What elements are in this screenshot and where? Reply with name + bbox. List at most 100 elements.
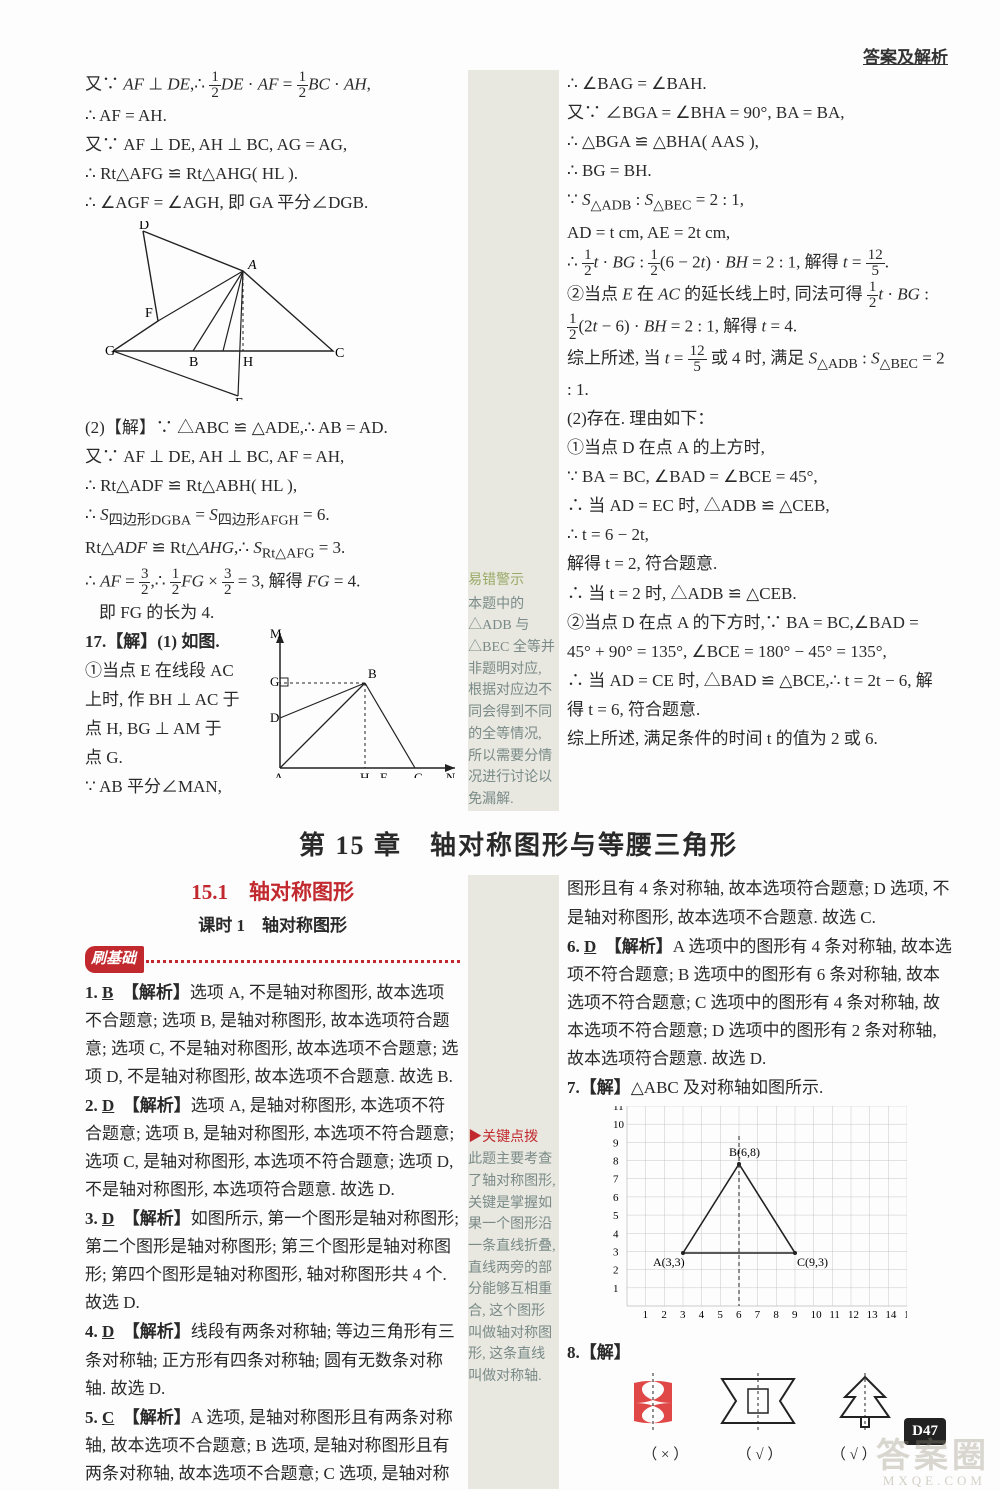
- line: ∴ 12t · BG : 12(6 − 2t) · BH = 2 : 1, 解得…: [567, 248, 952, 279]
- line: ②当点 D 在点 A 的下方时,∵ BA = BC,∠BAD =: [567, 609, 952, 637]
- q17-block: M N G D B A H E C: [85, 628, 460, 802]
- line: (2)【解】∵ △ABC ≌ △ADE,∴ AB = AD.: [85, 414, 460, 442]
- watermark-small: MXQE.COM: [883, 1470, 986, 1491]
- svg-text:8: 8: [613, 1155, 619, 1167]
- q4: 4. D 【解析】线段有两条对称轴; 等边三角形有三条对称轴; 正方形有四条对称…: [85, 1318, 460, 1402]
- svg-text:C: C: [414, 770, 423, 778]
- svg-text:A: A: [274, 770, 284, 778]
- svg-text:10: 10: [811, 1309, 823, 1321]
- section-title: 15.1 轴对称图形: [85, 875, 460, 910]
- bottom-note-col: ▶关键点拨 此题主要考查了轴对称图形, 关键是掌握如果一个图形沿一条直线折叠, …: [468, 875, 559, 1488]
- shape-s-icon: [624, 1373, 682, 1440]
- line: (2)存在. 理由如下：: [567, 405, 952, 433]
- header-label: 答案及解析: [863, 44, 948, 72]
- top-left-col: 又∵ AF ⊥ DE,∴ 12DE · AF = 12BC · AH, ∴ AF…: [85, 70, 460, 811]
- line: Rt△ADF ≌ Rt△AHG,∴ SRt△AFG = 3.: [85, 534, 460, 566]
- line: ∵ S△ADB : S△BEC = 2 : 1,: [567, 186, 952, 218]
- line: 又∵ AF ⊥ DE, AH ⊥ BC, AF = AH,: [85, 443, 460, 471]
- q3: 3. D 【解析】如图所示, 第一个图形是轴对称图形; 第二个图形是轴对称图形;…: [85, 1205, 460, 1317]
- line: ∴ 当 t = 2 时, △ADB ≌ △CEB.: [567, 580, 952, 608]
- q8: 8.【解】: [567, 1339, 952, 1367]
- line: 又∵ ∠BGA = ∠BHA = 90°, BA = BA,: [567, 99, 952, 127]
- q6: 6. D 【解析】A 选项中的图形有 4 条对称轴, 故本选项不符合题意; B …: [567, 933, 952, 1073]
- svg-text:C(9,3): C(9,3): [797, 1255, 828, 1269]
- svg-text:9: 9: [613, 1137, 619, 1149]
- top-columns: 又∵ AF ⊥ DE,∴ 12DE · AF = 12BC · AH, ∴ AF…: [85, 70, 952, 811]
- chapter-title: 第 15 章 轴对称图形与等腰三角形: [85, 825, 952, 868]
- note-body: 此题主要考查了轴对称图形, 关键是掌握如果一个图形沿一条直线折叠, 直线两旁的部…: [468, 1149, 559, 1388]
- svg-text:B: B: [189, 355, 198, 370]
- line: 即 FG 的长为 4.: [85, 599, 460, 627]
- svg-text:12: 12: [848, 1309, 859, 1321]
- svg-text:E: E: [235, 396, 244, 401]
- bottom-columns: 15.1 轴对称图形 课时 1 轴对称图形 刷基础 1. B 【解析】选项 A,…: [85, 875, 952, 1488]
- svg-text:A(3,3): A(3,3): [653, 1255, 685, 1269]
- line: 综上所述, 满足条件的时间 t 的值为 2 或 6.: [567, 725, 952, 753]
- basics-header: 刷基础: [85, 946, 460, 973]
- svg-text:7: 7: [755, 1309, 761, 1321]
- line: ∴ AF = AH.: [85, 102, 460, 130]
- line: ∴ Rt△ADF ≌ Rt△ABH( HL ),: [85, 472, 460, 500]
- svg-text:11: 11: [829, 1309, 840, 1321]
- svg-text:D: D: [139, 221, 149, 233]
- svg-text:6: 6: [613, 1192, 619, 1204]
- line: 12(2t − 6) · BH = 2 : 1, 解得 t = 4.: [567, 312, 952, 343]
- line: 45° + 90° = 135°, ∠BCE = 180° − 45° = 13…: [567, 638, 952, 666]
- svg-text:M: M: [270, 628, 282, 641]
- svg-text:H: H: [243, 355, 253, 370]
- line: 解得 t = 2, 符合题意.: [567, 550, 952, 578]
- dots-icon: [146, 960, 460, 966]
- shape-banner-icon: [718, 1373, 798, 1440]
- q8-ans-x: （ × ）: [620, 1443, 710, 1468]
- svg-text:1: 1: [613, 1283, 619, 1295]
- svg-text:G: G: [105, 344, 115, 359]
- svg-text:5: 5: [613, 1210, 619, 1222]
- line: ∴ t = 6 − 2t,: [567, 521, 952, 549]
- q1: 1. B 【解析】选项 A, 不是轴对称图形, 故本选项不合题意; 选项 B, …: [85, 979, 460, 1091]
- svg-text:2: 2: [613, 1264, 619, 1276]
- svg-text:3: 3: [680, 1309, 686, 1321]
- top-right-col: ∴ ∠BAG = ∠BAH. 又∵ ∠BGA = ∠BHA = 90°, BA …: [567, 70, 952, 811]
- svg-text:B(6,8): B(6,8): [729, 1145, 760, 1159]
- svg-text:1: 1: [643, 1309, 649, 1321]
- svg-text:6: 6: [736, 1309, 742, 1321]
- line: AD = t cm, AE = 2t cm,: [567, 219, 952, 247]
- line: 综上所述, 当 t = 125 或 4 时, 满足 S△ADB : S△BEC …: [567, 344, 952, 404]
- line: ①当点 D 在点 A 的上方时,: [567, 434, 952, 462]
- bottom-left-col: 15.1 轴对称图形 课时 1 轴对称图形 刷基础 1. B 【解析】选项 A,…: [85, 875, 460, 1488]
- line: ∴ 当 AD = EC 时, △ADB ≌ △CEB,: [567, 492, 952, 520]
- q5: 5. C 【解析】A 选项, 是轴对称图形且有两条对称轴, 故本选项不合题意; …: [85, 1404, 460, 1488]
- svg-text:C: C: [335, 346, 344, 361]
- svg-text:9: 9: [792, 1309, 798, 1321]
- svg-text:4: 4: [613, 1228, 619, 1240]
- svg-text:4: 4: [699, 1309, 705, 1321]
- svg-text:N: N: [446, 770, 456, 778]
- line: 得 t = 6, 符合题意.: [567, 696, 952, 724]
- figure-q17: M N G D B A H E C: [270, 628, 460, 787]
- basics-badge: 刷基础: [85, 946, 144, 973]
- svg-text:5: 5: [717, 1309, 723, 1321]
- line: ∴ ∠AGF = ∠AGH, 即 GA 平分∠DGB.: [85, 189, 460, 217]
- line: ∵ BA = BC, ∠BAD = ∠BCE = 45°,: [567, 463, 952, 491]
- line: ∴ △BGA ≌ △BHA( AAS ),: [567, 128, 952, 156]
- q8-ans-y: （ √ ）: [714, 1443, 804, 1468]
- svg-text:7: 7: [613, 1174, 619, 1186]
- line: ∴ AF = 32,∴ 12FG × 32 = 3, 解得 FG = 4.: [85, 567, 460, 598]
- svg-text:14: 14: [885, 1309, 897, 1321]
- svg-text:D: D: [270, 710, 279, 725]
- line: 又∵ AF ⊥ DE, AH ⊥ BC, AG = AG,: [85, 131, 460, 159]
- svg-text:H: H: [360, 770, 369, 778]
- bottom-right-col: 图形且有 4 条对称轴, 故本选项符合题意; D 选项, 不是轴对称图形, 故本…: [567, 875, 952, 1488]
- line: ∴ ∠BAG = ∠BAH.: [567, 70, 952, 98]
- line: ∴ Rt△AFG ≌ Rt△AHG( HL ).: [85, 160, 460, 188]
- svg-text:15: 15: [904, 1309, 907, 1321]
- svg-text:3: 3: [613, 1246, 619, 1258]
- svg-text:8: 8: [773, 1309, 779, 1321]
- svg-text:A: A: [247, 258, 257, 273]
- q2: 2. D 【解析】选项 A, 是轴对称图形, 本选项不符合题意; 选项 B, 是…: [85, 1092, 460, 1204]
- line: ∴ S四边形DGBA = S四边形AFGH = 6.: [85, 501, 460, 533]
- note-body: 本题中的△ADB 与△BEC 全等并非题明对应, 根据对应边不同会得到不同的全等…: [468, 594, 559, 811]
- figure-q7-grid: A(3,3) B(6,8) C(9,3) 1234567891011121314…: [607, 1106, 952, 1335]
- svg-text:G: G: [270, 674, 279, 689]
- q7: 7.【解】△ABC 及对称轴如图所示.: [567, 1074, 952, 1102]
